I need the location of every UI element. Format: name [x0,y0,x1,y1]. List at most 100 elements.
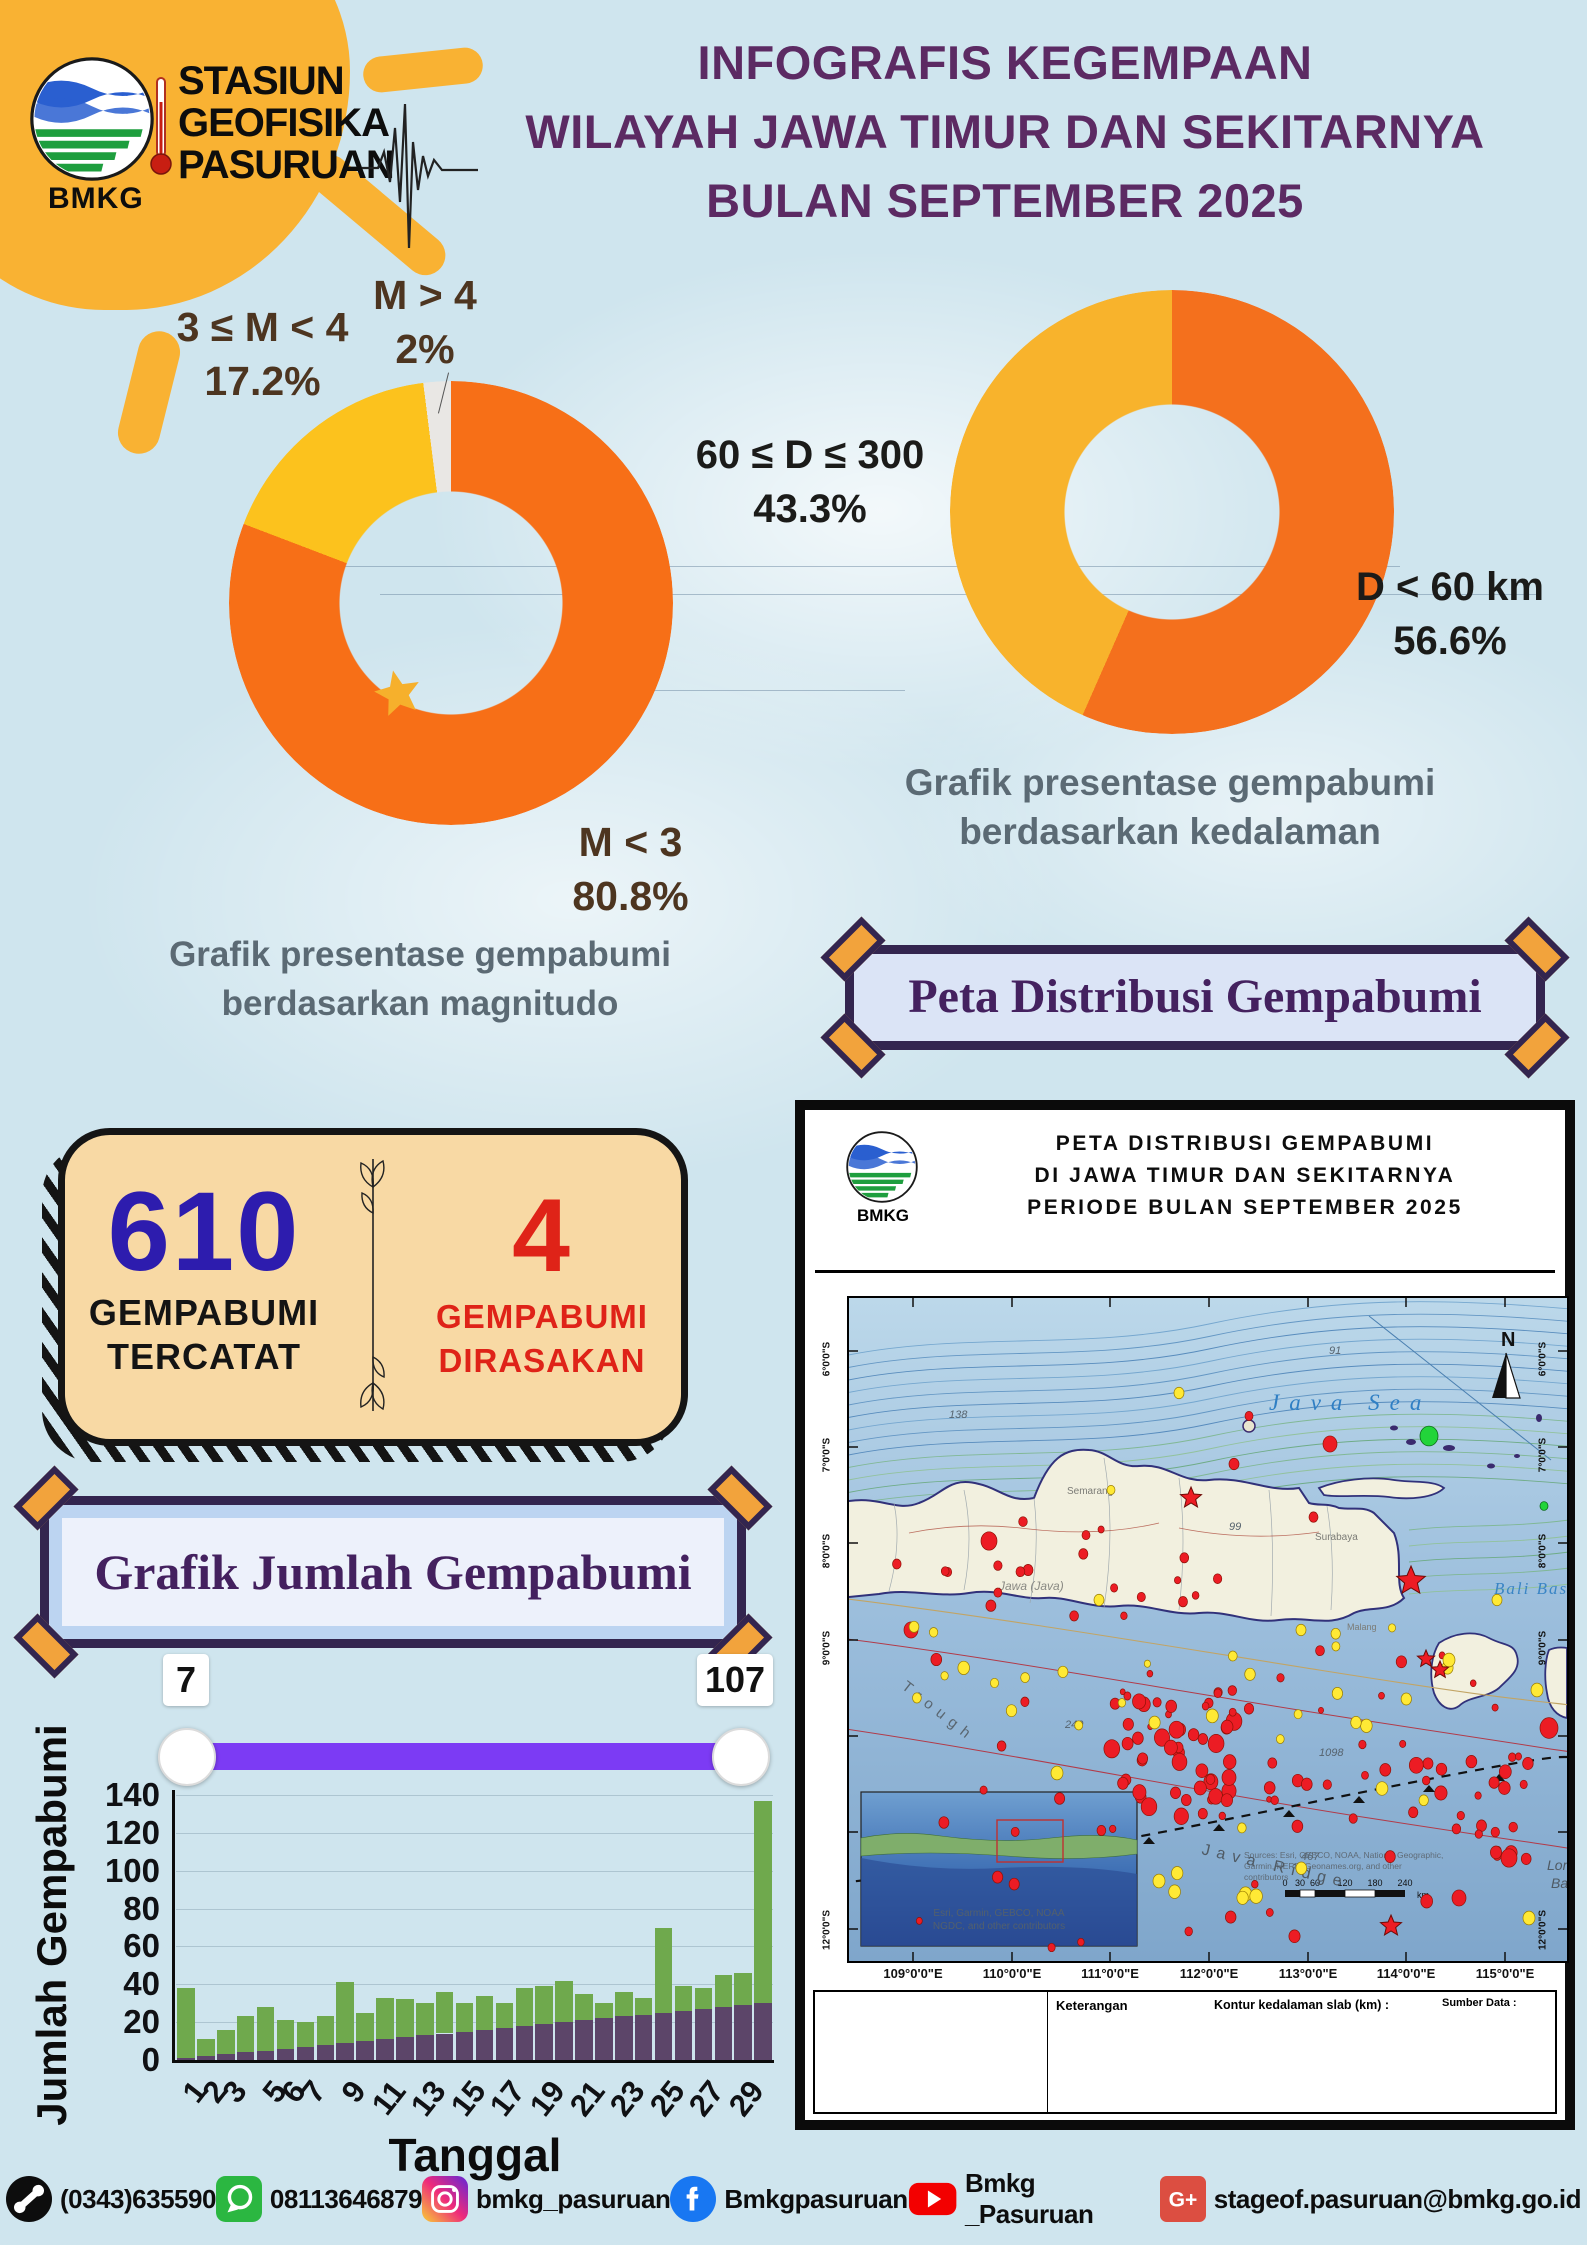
range-slider-track[interactable] [186,1743,742,1770]
svg-text:180: 180 [1367,1878,1382,1888]
slice-label-small-magnitude: M < 3 80.8% [572,819,689,919]
java-island [849,1414,1567,1719]
bar-chart-banner: Grafik Jumlah Gempabumi [13,1465,773,1679]
bar-segment-green [694,1988,713,2009]
y-tick-label: 100 [104,1851,160,1889]
paper-texture-line [240,566,1400,567]
bmkg-logo-text: BMKG [48,182,144,215]
bar-segment-green [416,2003,434,2036]
bar-segment-purple [515,2025,533,2060]
bar-segment-green [455,2003,474,2032]
lat-label: 6°0'0"S [821,1341,833,1377]
legend-kontur: Kontur kedalaman slab (km) : [1214,1998,1390,2012]
lat-label: 12°0'0"S [821,1909,833,1951]
bar-banner-inner: Grafik Jumlah Gempabumi [62,1518,724,1626]
bar-segment-purple [356,2041,374,2060]
whatsapp-contact[interactable]: 08113646879 [215,2176,423,2222]
range-slider-handle-left[interactable] [158,1728,216,1786]
felt-count: 4 [512,1178,572,1294]
bar-segment-green [236,2016,255,2053]
bar-segment-purple [435,2033,454,2060]
facebook-contact[interactable]: Bmkgpasuruan [670,2176,908,2222]
bar-segment-green [296,2022,315,2047]
youtube-contact[interactable]: Bmkg _Pasuruan [908,2168,1160,2230]
bar-segment-purple [177,2058,195,2060]
lombok-label: Lombok [1547,1857,1567,1873]
phone-contact[interactable]: (0343)635590 [6,2176,216,2222]
bar-segment-green [256,2007,275,2051]
map-header-separator [815,1270,1555,1273]
recorded-label: GEMPABUMI TERCATAT [88,1292,320,1377]
bar-segment-green [634,1997,653,2015]
recorded-earthquakes-stat: 610 GEMPABUMI TERCATAT [65,1135,343,1439]
bar-segment-green [356,2012,374,2042]
bar-segment-purple [396,2037,414,2060]
bar-segment-green [177,1988,195,2059]
bar-segment-green [714,1974,732,2007]
bar-segment-purple [475,2029,494,2060]
page-title: INFOGRAFIS KEGEMPAAN WILAYAH JAWA TIMUR … [525,36,1485,227]
recorded-count: 610 [107,1169,301,1294]
map-legend: Keterangan Kontur kedalaman slab (km) : … [813,1990,1557,2114]
y-tick-label: 120 [104,1813,160,1851]
lat-label: 12°0'0"S [1537,1909,1549,1951]
svg-text:G+: G+ [1168,2189,1197,2212]
bar-chart-y-axis-label: Jumlah Gempabumi [28,1724,75,2126]
bar-segment-purple [416,2035,434,2060]
lon-label: 115°0'0"E [1475,1966,1535,1981]
lon-label: 114°0'0"E [1376,1966,1436,1981]
lon-label: 110°0'0"E [982,1966,1042,1981]
slice-label-shallow-depth: D < 60 km 56.6% [1356,565,1544,663]
lat-label: 8°0'0"S [1537,1533,1549,1569]
lat-label: 9°0'0"S [1537,1630,1549,1666]
bar-segment-purple [336,2042,354,2060]
bar-segment-green [515,1988,533,2026]
bar-segment-green [734,1972,752,2006]
svg-text:1098: 1098 [1319,1747,1344,1759]
x-axis-line [172,2060,774,2063]
bar-gridline [176,1832,773,1834]
y-axis-line [172,1790,175,2063]
x-tick-label: 29 [721,2074,771,2123]
svg-text:467: 467 [1301,1851,1320,1863]
svg-text:Sources: Esri, GEBCO, NOAA, Na: Sources: Esri, GEBCO, NOAA, National Geo… [1244,1850,1443,1860]
bar-segment-green [535,1986,553,2025]
bar-segment-green [217,2029,235,2055]
y-tick-label: 0 [141,2041,160,2078]
lat-label: 8°0'0"S [821,1533,833,1569]
map-scale-bar: 0 30 60 120 180 240 km Sources: Esri, GE… [1244,1850,1443,1900]
email-contact[interactable]: G+ stageof.pasuruan@bmkg.go.id [1159,2176,1582,2222]
graticule-ticks [849,1298,1567,1961]
star-decoration [374,670,419,716]
bar-segment-green [654,1927,673,2013]
bar-segment-purple [236,2052,255,2060]
range-slider-handle-right[interactable] [712,1728,770,1786]
slider-min-value: 7 [163,1654,209,1706]
facebook-icon [670,2176,717,2222]
paper-texture-line [555,690,905,691]
lat-label: 9°0'0"S [821,1630,833,1666]
lon-label: 109°0'0"E [883,1966,943,1981]
magnitude-donut-chart [229,381,673,825]
bar-gridline [176,1946,773,1948]
instagram-contact[interactable]: bmkg_pasuruan [422,2176,671,2222]
slice-label-large-magnitude: M > 4 2% [373,272,477,372]
bar-segment-green [336,1982,354,2043]
paper-texture-line [380,594,1540,595]
jawa-label: Jawa (Java) [998,1579,1064,1593]
bar-gridline [176,1984,773,1986]
bar-segment-purple [217,2054,235,2060]
svg-text:99: 99 [1229,1521,1241,1533]
bar-segment-green [276,2020,295,2049]
bar-segment-green [435,1991,454,2034]
map-bmkg-logo [846,1131,918,1203]
slice-label-mid-magnitude: 3 ≤ M < 4 17.2% [176,304,349,404]
bar-segment-purple [654,2012,673,2060]
bar-gridline [176,1795,773,1796]
bar-gridline [176,1870,773,1872]
slice-label-medium-depth: 60 ≤ D ≤ 300 43.3% [695,433,925,531]
bar-gridline [176,2022,773,2024]
y-tick-label: 80 [123,1889,160,1927]
bar-segment-purple [595,2018,613,2060]
bar-segment-purple [316,2044,334,2060]
